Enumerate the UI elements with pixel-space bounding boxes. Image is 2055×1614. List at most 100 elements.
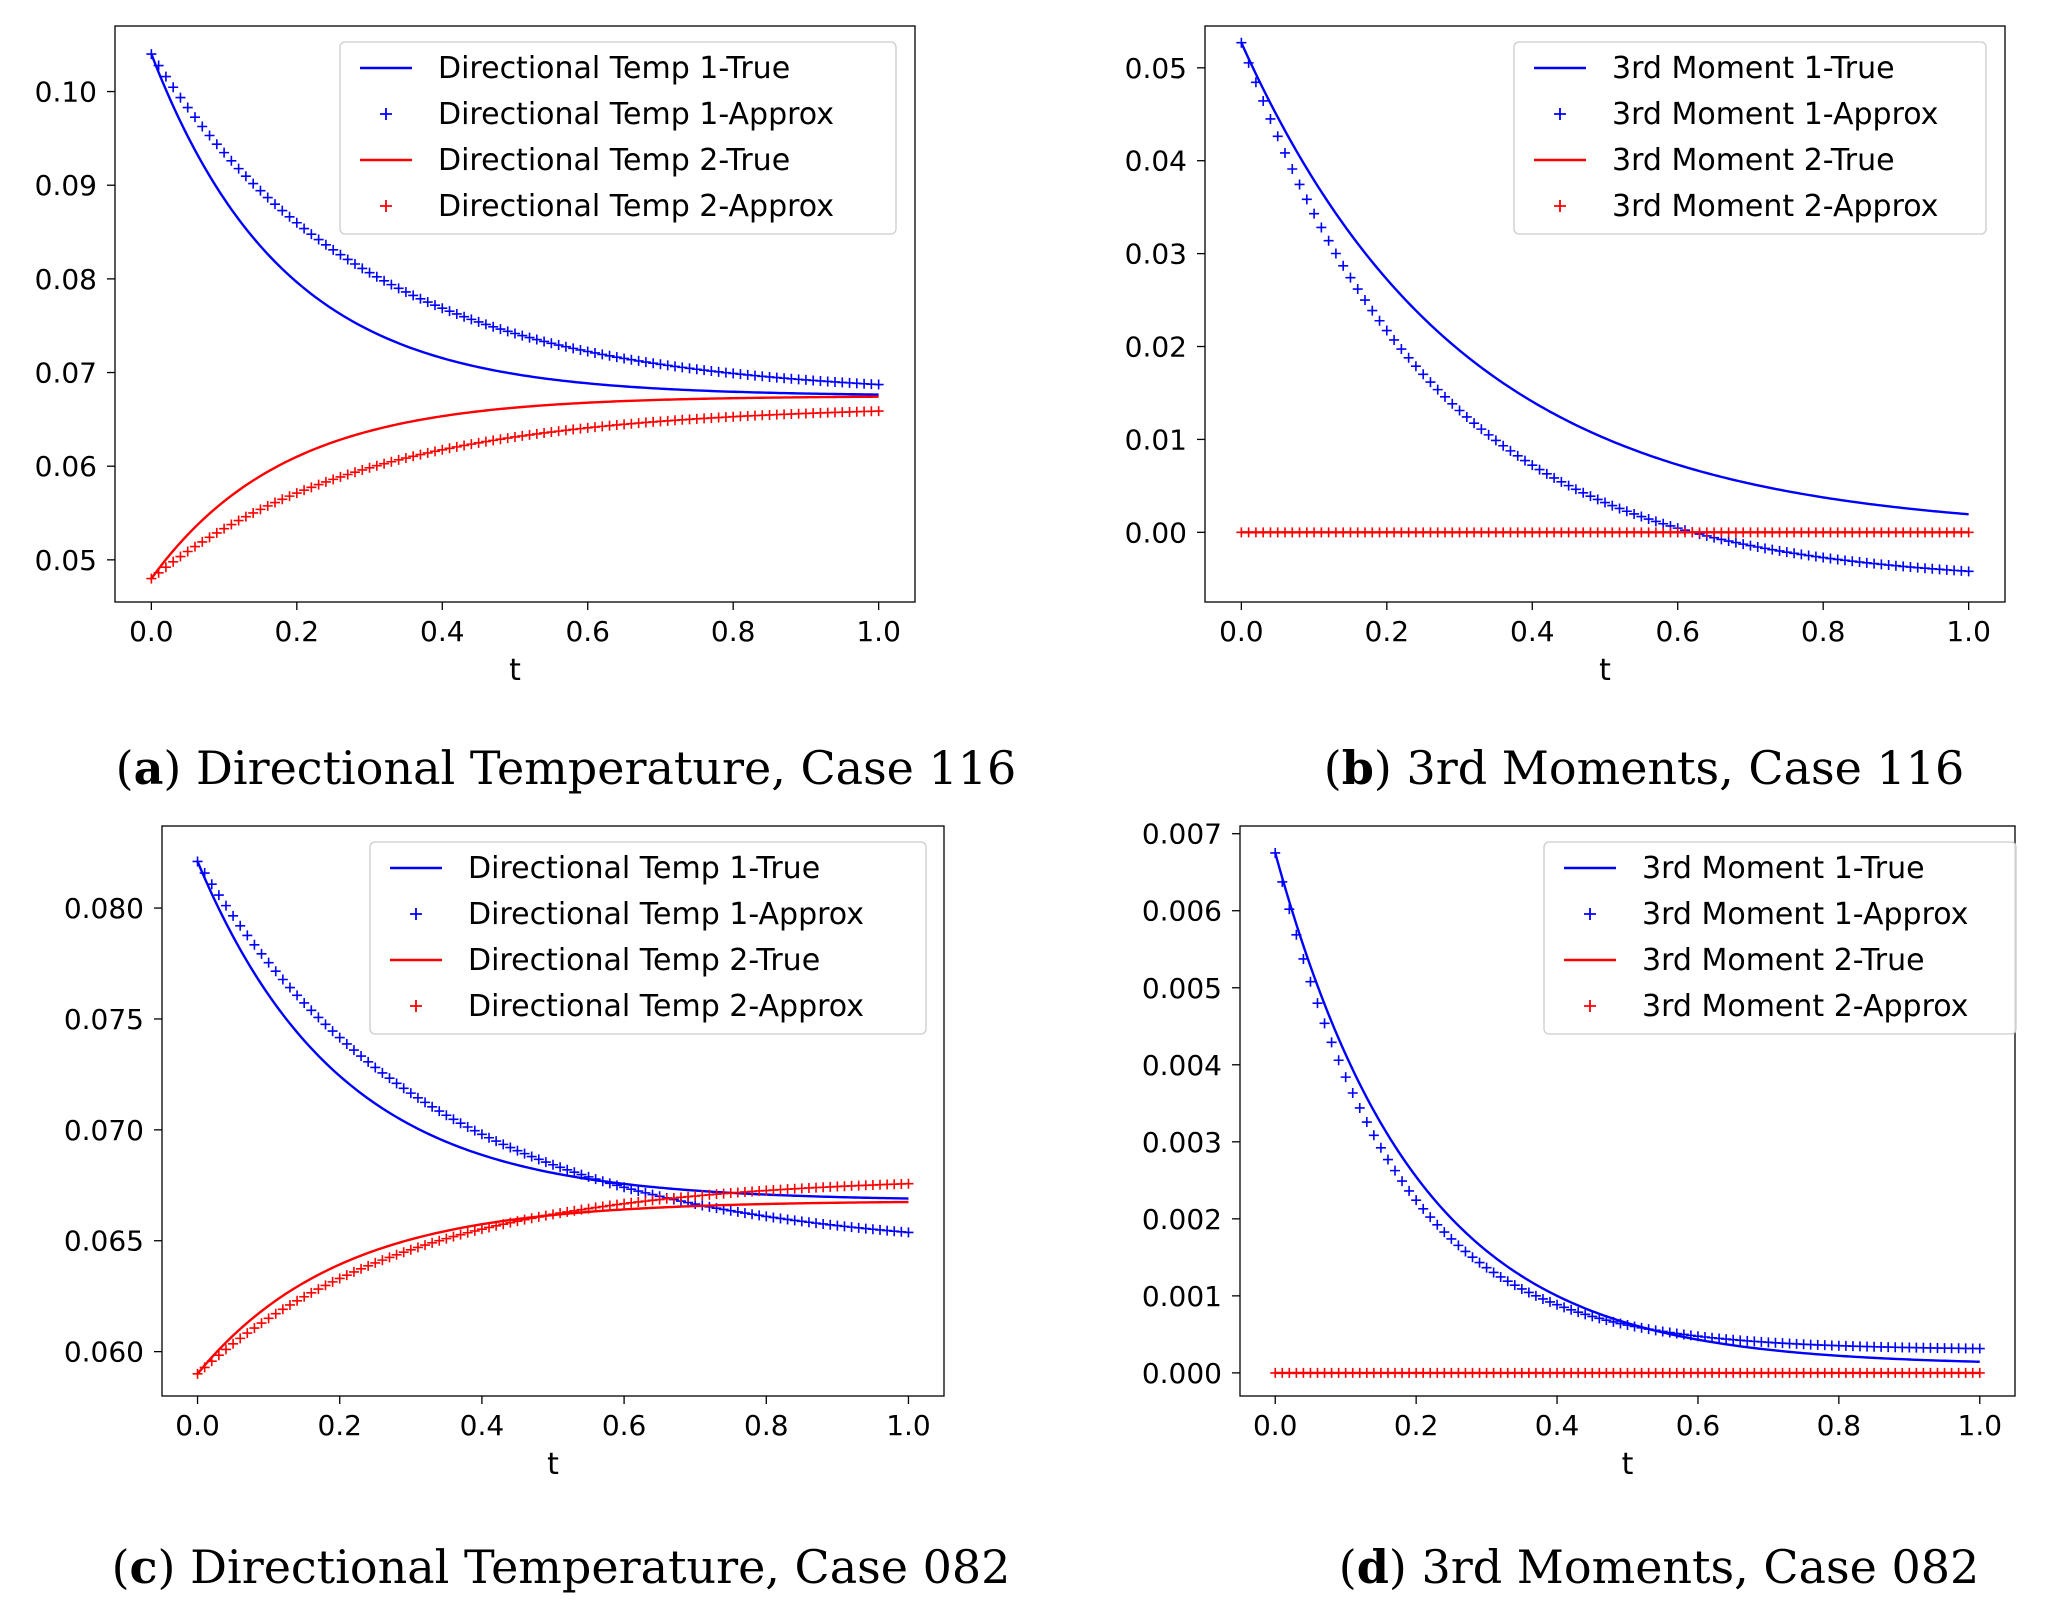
data-point [1323, 235, 1334, 246]
data-point [466, 314, 477, 325]
data-point [1537, 1293, 1548, 1304]
data-point [370, 1062, 381, 1073]
y-tick-label: 0.07 [35, 357, 97, 390]
series-markers [146, 406, 884, 584]
data-point [502, 433, 513, 444]
data-point [1573, 1307, 1584, 1318]
data-point [313, 1012, 324, 1023]
data-point [754, 1210, 765, 1221]
data-point [242, 1328, 253, 1339]
data-point [1664, 1327, 1675, 1338]
data-point [484, 1132, 495, 1143]
data-point [263, 957, 274, 968]
data-point [626, 1184, 637, 1195]
data-point [1781, 547, 1792, 558]
data-point [370, 1257, 381, 1268]
data-point [484, 1222, 495, 1233]
data-point [386, 456, 397, 467]
data-point [284, 982, 295, 993]
data-point [235, 1333, 246, 1344]
data-point [539, 336, 550, 347]
legend-label: 3rd Moment 1-Approx [1612, 97, 1938, 132]
data-point [1587, 1311, 1598, 1322]
data-point [219, 523, 230, 534]
data-point [1789, 548, 1800, 559]
data-point [320, 476, 331, 487]
legend-marker-swatch [1584, 908, 1596, 920]
legend-label: 3rd Moment 2-Approx [1612, 189, 1938, 224]
data-point [789, 1215, 800, 1226]
data-point [334, 1032, 345, 1043]
data-point [430, 446, 440, 457]
data-point [313, 1284, 324, 1295]
series-line [196, 1200, 909, 1375]
data-point [455, 1229, 466, 1240]
data-point [524, 429, 535, 440]
data-point [441, 1233, 452, 1244]
data-point [146, 49, 157, 60]
caption-close-paren: ) [163, 741, 196, 795]
data-point [473, 437, 484, 448]
data-point [197, 121, 208, 132]
caption-close-paren: ) [158, 1540, 191, 1594]
data-point [495, 324, 506, 335]
data-point [175, 551, 186, 562]
data-point [441, 1110, 452, 1121]
legend-label: Directional Temp 2-True [468, 943, 820, 978]
data-point [1600, 497, 1610, 508]
caption-letter: c [130, 1540, 158, 1594]
data-point [519, 1148, 530, 1159]
data-point [1559, 1302, 1570, 1313]
data-point [277, 974, 288, 985]
legend-label: 3rd Moment 2-True [1612, 143, 1895, 178]
data-point [371, 271, 382, 282]
series-markers [1236, 37, 1974, 577]
data-point [1367, 305, 1378, 316]
data-point [299, 223, 310, 234]
data-point [533, 1211, 544, 1222]
data-point [356, 1263, 367, 1274]
data-point [364, 462, 375, 473]
data-point [491, 1220, 502, 1231]
data-point [320, 239, 331, 250]
data-point [363, 1056, 374, 1067]
data-point [391, 1249, 402, 1260]
data-point [341, 1038, 352, 1049]
data-point [160, 71, 171, 82]
data-point [393, 283, 404, 294]
data-point [1516, 1283, 1527, 1294]
data-point [590, 1174, 601, 1185]
data-point [1411, 1195, 1422, 1206]
caption-open-paren: ( [1339, 1540, 1357, 1594]
legend-marker-swatch [380, 200, 392, 212]
panel-b: 0.0 0.2 0.4 0.6 0.8 1.0 0.00 0.01 0.02 0.03 0.04 0.… [1125, 25, 2006, 795]
data-point [1446, 1233, 1457, 1244]
data-point [233, 515, 244, 526]
x-tick-label: 0.2 [275, 615, 320, 648]
data-point [1512, 450, 1523, 461]
data-point [1287, 164, 1298, 175]
data-point [725, 1205, 736, 1216]
data-point [462, 1122, 473, 1132]
data-point [713, 366, 724, 377]
data-point [444, 443, 455, 454]
data-point [408, 290, 419, 301]
data-point [575, 344, 586, 355]
data-point [803, 1217, 814, 1228]
data-point [691, 364, 702, 375]
data-point [517, 430, 528, 441]
x-tick-label: 1.0 [1946, 615, 1991, 648]
data-point [328, 474, 339, 485]
caption-text: Directional Temperature, Case 082 [190, 1540, 1010, 1594]
data-point [341, 1270, 352, 1281]
legend-marker-swatch [1554, 108, 1566, 120]
data-point [1840, 555, 1850, 566]
data-point [1381, 325, 1392, 336]
data-point [1454, 405, 1465, 416]
data-point [597, 1201, 608, 1212]
data-point [398, 1083, 409, 1094]
data-point [604, 1178, 615, 1189]
caption: (b) 3rd Moments, Case 116 [1324, 741, 1965, 795]
legend-box [369, 841, 927, 1035]
data-point [249, 939, 260, 950]
